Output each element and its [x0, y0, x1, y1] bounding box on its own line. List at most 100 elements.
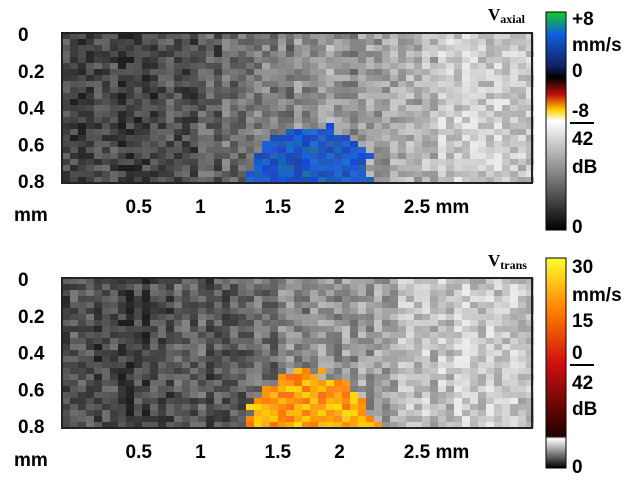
pixel [310, 392, 318, 398]
pixel [374, 410, 382, 416]
pixel [342, 177, 350, 183]
pixel [174, 362, 182, 368]
pixel [518, 278, 526, 284]
pixel [150, 278, 158, 284]
pixel [470, 296, 478, 302]
pixel [118, 51, 126, 57]
pixel [406, 33, 414, 39]
pixel [414, 81, 422, 87]
pixel [62, 141, 70, 147]
colorbar-label: -8 [572, 101, 589, 122]
pixel [342, 105, 350, 111]
pixel [302, 392, 310, 398]
pixel [174, 290, 182, 296]
pixel [318, 362, 326, 368]
pixel [414, 111, 422, 117]
pixel [518, 51, 526, 57]
pixel [430, 141, 438, 147]
pixel [326, 123, 334, 129]
pixel [462, 362, 470, 368]
pixel [246, 332, 254, 338]
pixel [246, 141, 254, 147]
pixel [374, 39, 382, 45]
pixel [350, 398, 358, 404]
pixel [166, 380, 174, 386]
pixel [494, 171, 502, 177]
pixel [142, 404, 150, 410]
pixel [446, 290, 454, 296]
pixel [230, 368, 238, 374]
pixel [478, 171, 486, 177]
pixel [294, 153, 302, 159]
pixel [286, 398, 294, 404]
pixel [198, 165, 206, 171]
pixel [230, 392, 238, 398]
pixel [182, 33, 190, 39]
pixel [190, 57, 198, 63]
pixel [430, 392, 438, 398]
pixel [438, 386, 446, 392]
pixel [118, 398, 126, 404]
pixel [486, 410, 494, 416]
pixel [446, 404, 454, 410]
pixel [286, 87, 294, 93]
pixel [198, 69, 206, 75]
pixel [526, 141, 534, 147]
x-tick-label: 2.5 mm [404, 197, 469, 218]
pixel [270, 57, 278, 63]
pixel [134, 87, 142, 93]
pixel [198, 57, 206, 63]
pixel [206, 398, 214, 404]
pixel [142, 147, 150, 153]
pixel [70, 338, 78, 344]
pixel [254, 278, 262, 284]
pixel [182, 99, 190, 105]
pixel [86, 356, 94, 362]
pixel [118, 302, 126, 308]
pixel [190, 93, 198, 99]
pixel [390, 39, 398, 45]
pixel [222, 362, 230, 368]
pixel [342, 386, 350, 392]
pixel [478, 356, 486, 362]
pixel [478, 129, 486, 135]
pixel [238, 141, 246, 147]
pixel [510, 416, 518, 422]
pixel [366, 380, 374, 386]
pixel [142, 57, 150, 63]
pixel [62, 326, 70, 332]
pixel [302, 386, 310, 392]
pixel [286, 422, 294, 428]
pixel [310, 296, 318, 302]
pixel [70, 63, 78, 69]
pixel [62, 105, 70, 111]
pixel [518, 404, 526, 410]
pixel [438, 278, 446, 284]
pixel [390, 344, 398, 350]
pixel [334, 39, 342, 45]
pixel [78, 356, 86, 362]
pixel [262, 51, 270, 57]
pixel [350, 129, 358, 135]
pixel [326, 39, 334, 45]
pixel [126, 362, 134, 368]
pixel [270, 93, 278, 99]
pixel [478, 63, 486, 69]
pixel [494, 141, 502, 147]
pixel [294, 374, 302, 380]
pixel [110, 422, 118, 428]
pixel [198, 356, 206, 362]
pixel [222, 380, 230, 386]
pixel [518, 123, 526, 129]
pixel [294, 57, 302, 63]
pixel [494, 422, 502, 428]
pixel [446, 344, 454, 350]
pixel [262, 422, 270, 428]
pixel [86, 117, 94, 123]
pixel [350, 159, 358, 165]
pixel [86, 153, 94, 159]
pixel [286, 51, 294, 57]
pixel [438, 141, 446, 147]
pixel [102, 380, 110, 386]
pixel [510, 410, 518, 416]
